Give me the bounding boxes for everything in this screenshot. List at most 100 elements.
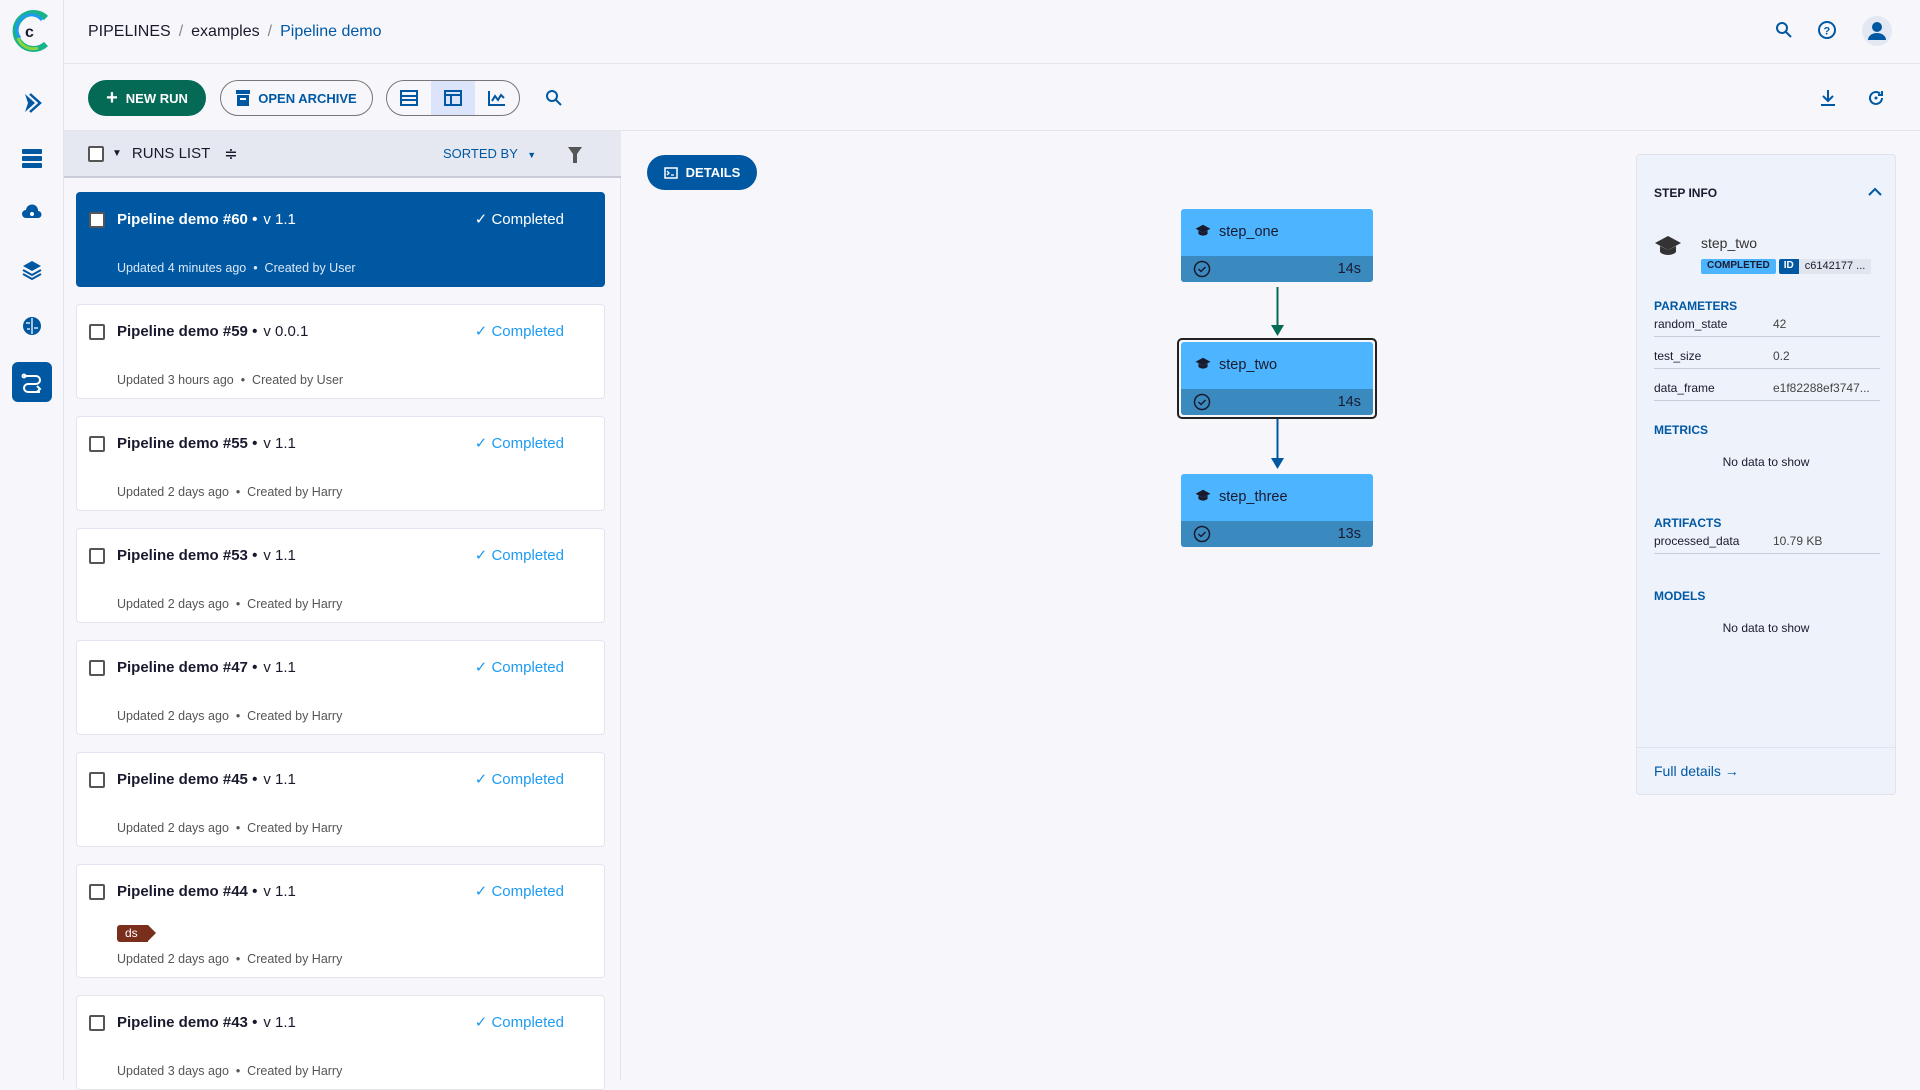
open-archive-button[interactable]: OPEN ARCHIVE — [220, 80, 373, 116]
run-checkbox[interactable] — [89, 324, 105, 340]
collapse-icon[interactable]: ≑ — [224, 145, 238, 163]
run-card[interactable]: Pipeline demo #60 • v 1.1 ✓ Completed Upd… — [76, 192, 605, 287]
parameter-value: 42 — [1773, 316, 1787, 331]
step-cap-icon — [1195, 357, 1211, 369]
step-status-bar: 14s — [1181, 256, 1373, 282]
filter-icon[interactable] — [568, 147, 582, 163]
run-status: ✓ Completed — [475, 882, 564, 900]
archive-icon — [236, 90, 251, 106]
search-runs-icon[interactable] — [544, 88, 564, 108]
run-checkbox[interactable] — [89, 660, 105, 676]
dot-separator: • — [252, 547, 258, 564]
artifact-row[interactable]: processed_data 10.79 KB — [1654, 528, 1880, 554]
check-circle-icon — [1193, 525, 1211, 543]
toolbar: + NEW RUN OPEN ARCHIVE — [64, 64, 1920, 131]
run-card[interactable]: Pipeline demo #53 • v 1.1 ✓ Completed Upd… — [76, 528, 605, 623]
step-node-step-two[interactable]: step_two 14s — [1181, 342, 1373, 415]
sorted-by-label: SORTED BY — [443, 146, 518, 161]
run-version: v 1.1 — [263, 659, 296, 676]
run-checkbox[interactable] — [89, 212, 105, 228]
run-status: ✓ Completed — [475, 1013, 564, 1031]
selected-step-outline — [1177, 338, 1377, 419]
new-run-button[interactable]: + NEW RUN — [88, 80, 206, 116]
step-duration: 14s — [1337, 261, 1361, 277]
help-icon[interactable]: ? — [1817, 20, 1837, 40]
step-name: step_one — [1219, 224, 1279, 240]
chart-view-icon[interactable] — [475, 81, 519, 115]
run-status-label: Completed — [491, 435, 564, 452]
metrics-empty: No data to show — [1722, 455, 1810, 469]
select-dropdown-icon[interactable]: ▼ — [112, 148, 122, 159]
run-name: Pipeline demo #53 — [117, 547, 248, 564]
logo[interactable]: c — [8, 8, 54, 54]
sorted-by-dropdown[interactable]: SORTED BY ▼ — [443, 146, 536, 161]
parameter-name: data_frame — [1654, 380, 1715, 395]
step-id[interactable]: c6142177 ... — [1798, 259, 1872, 274]
run-checkbox[interactable] — [89, 884, 105, 900]
run-name: Pipeline demo #60 — [117, 211, 248, 228]
run-checkbox[interactable] — [89, 772, 105, 788]
run-checkbox[interactable] — [89, 1015, 105, 1031]
step-status-bar: 13s — [1181, 521, 1373, 547]
run-status-label: Completed — [491, 547, 564, 564]
run-title: Pipeline demo #60 • v 1.1 — [117, 211, 296, 228]
dot-separator: • — [252, 1014, 258, 1031]
split-view-icon[interactable] — [431, 81, 475, 115]
runs-list-title: RUNS LIST — [131, 145, 211, 162]
pipelines-nav-icon[interactable] — [12, 362, 52, 402]
run-version: v 1.1 — [263, 771, 296, 788]
step-node-step-three[interactable]: step_three 13s — [1181, 474, 1373, 547]
search-icon[interactable] — [1774, 20, 1794, 40]
user-avatar-icon[interactable] — [1862, 16, 1892, 46]
run-card[interactable]: Pipeline demo #45 • v 1.1 ✓ Completed Upd… — [76, 752, 605, 847]
step-cap-icon — [1195, 489, 1211, 501]
run-meta: Updated 4 minutes ago • Created by User — [117, 261, 356, 275]
run-tag[interactable]: ds — [117, 925, 156, 942]
run-creator: Created by Harry — [247, 597, 343, 611]
brain-nav-icon[interactable] — [12, 306, 52, 346]
dot-separator: • — [252, 771, 258, 788]
full-details-link[interactable]: Full details → — [1654, 763, 1739, 779]
run-card[interactable]: Pipeline demo #47 • v 1.1 ✓ Completed Upd… — [76, 640, 605, 735]
step-node-step-one[interactable]: step_one 14s — [1181, 209, 1373, 282]
step-info-title: STEP INFO — [1654, 186, 1718, 200]
run-creator: Created by Harry — [247, 821, 343, 835]
breadcrumb-separator: / — [178, 22, 184, 40]
run-updated: Updated 3 hours ago — [117, 373, 234, 387]
run-checkbox[interactable] — [89, 548, 105, 564]
header: PIPELINES / examples / Pipeline demo ? — [64, 0, 1920, 64]
check-icon: ✓ — [474, 1014, 488, 1031]
layers-nav-icon[interactable] — [12, 250, 52, 290]
chevron-up-icon[interactable] — [1868, 187, 1882, 197]
run-status: ✓ Completed — [475, 210, 564, 228]
run-title: Pipeline demo #59 • v 0.0.1 — [117, 323, 308, 340]
run-creator: Created by Harry — [247, 1064, 343, 1078]
list-view-icon[interactable] — [387, 81, 431, 115]
check-circle-icon — [1193, 393, 1211, 411]
datasets-nav-icon[interactable] — [12, 138, 52, 178]
run-card[interactable]: Pipeline demo #59 • v 0.0.1 ✓ Completed U… — [76, 304, 605, 399]
download-icon[interactable] — [1818, 88, 1838, 108]
details-button[interactable]: DETAILS — [647, 155, 757, 190]
parameters-title: PARAMETERS — [1654, 299, 1738, 313]
run-version: v 1.1 — [263, 883, 296, 900]
models-title: MODELS — [1654, 589, 1706, 603]
run-title: Pipeline demo #43 • v 1.1 — [117, 1014, 296, 1031]
breadcrumb-pipelines[interactable]: PIPELINES — [88, 22, 171, 40]
run-checkbox[interactable] — [89, 436, 105, 452]
models-empty: No data to show — [1722, 621, 1810, 635]
run-updated: Updated 2 days ago — [117, 952, 229, 966]
breadcrumb-examples[interactable]: examples — [191, 22, 260, 40]
run-meta: Updated 3 hours ago • Created by User — [117, 373, 344, 387]
step-cap-icon — [1195, 224, 1211, 236]
step-name: step_two — [1701, 235, 1758, 251]
run-creator: Created by Harry — [247, 485, 343, 499]
refresh-icon[interactable] — [1866, 88, 1886, 108]
run-card[interactable]: Pipeline demo #43 • v 1.1 ✓ Completed Upd… — [76, 995, 605, 1090]
select-all-checkbox[interactable] — [88, 145, 104, 162]
runs-nav-icon[interactable] — [12, 83, 52, 123]
step-status-bar: 14s — [1181, 389, 1373, 415]
run-card[interactable]: Pipeline demo #44 • v 1.1 ✓ Completed ds … — [76, 864, 605, 978]
run-card[interactable]: Pipeline demo #55 • v 1.1 ✓ Completed Upd… — [76, 416, 605, 511]
cloud-nav-icon[interactable] — [12, 194, 52, 234]
